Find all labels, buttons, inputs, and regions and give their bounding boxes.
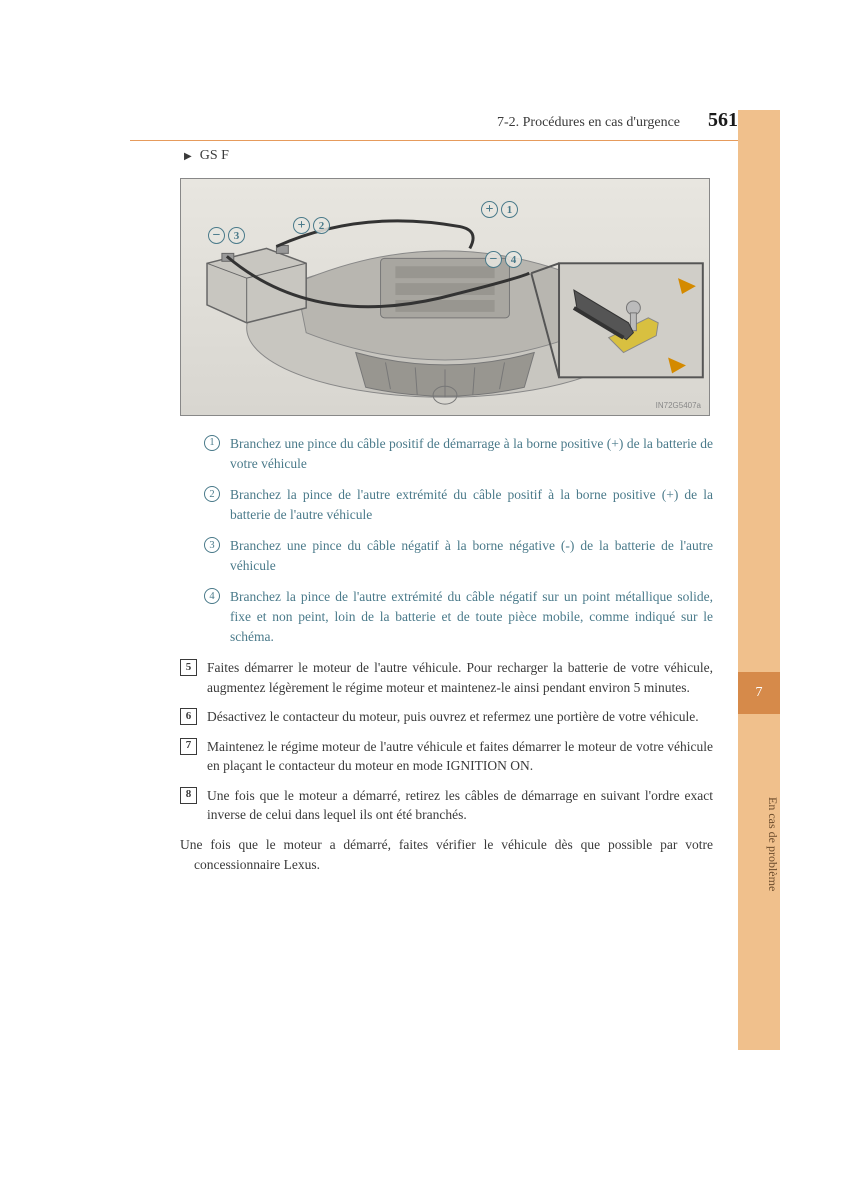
side-tab-chapter-title: En cas de problème (738, 744, 780, 944)
callout-step: 4 Branchez la pince de l'autre extrémité … (204, 587, 713, 646)
callout-number: 4 (505, 251, 522, 268)
diagram-callout: −4 (485, 251, 522, 268)
side-tab-chapter-number: 7 (738, 672, 780, 714)
box-step-number: 6 (180, 708, 197, 725)
callout-number: 1 (501, 201, 518, 218)
box-step: 7 Maintenez le régime moteur de l'autre v… (180, 737, 713, 776)
box-step-text: Maintenez le régime moteur de l'autre vé… (207, 737, 713, 776)
engine-illustration (181, 179, 709, 415)
diagram-callout: +1 (481, 201, 518, 218)
callout-sign: − (208, 227, 225, 244)
callout-step-text: Branchez la pince de l'autre extrémité d… (230, 587, 713, 646)
callout-step-text: Branchez une pince du câble positif de d… (230, 434, 713, 473)
box-step: 6 Désactivez le contacteur du moteur, pui… (180, 707, 713, 727)
callout-step-text: Branchez la pince de l'autre extrémité d… (230, 485, 713, 524)
footer-note: Une fois que le moteur a démarré, faites… (180, 835, 713, 874)
diagram-callout: +2 (293, 217, 330, 234)
chapter-number: 7 (756, 685, 763, 701)
engine-diagram: +1+2−3−4 IN72G5407a (180, 178, 710, 416)
box-step: 5 Faites démarrer le moteur de l'autre vé… (180, 658, 713, 697)
callout-step-list: 1 Branchez une pince du câble positif de … (204, 434, 713, 646)
page-number: 561 (708, 109, 738, 132)
callout-number: 2 (313, 217, 330, 234)
diagram-code: IN72G5407a (656, 401, 701, 410)
callout-step: 1 Branchez une pince du câble positif de … (204, 434, 713, 473)
box-step-number: 8 (180, 787, 197, 804)
diagram-callout: −3 (208, 227, 245, 244)
box-step-number: 5 (180, 659, 197, 676)
callout-sign: + (481, 201, 498, 218)
box-step-number: 7 (180, 738, 197, 755)
page-content: GS F (180, 148, 713, 874)
callout-step-number: 1 (204, 435, 220, 451)
page-header: 7-2. Procédures en cas d'urgence 561 (130, 109, 738, 141)
callout-step-number: 3 (204, 537, 220, 553)
manual-page: 7 En cas de problème 7-2. Procédures en … (0, 0, 848, 1200)
box-step-text: Une fois que le moteur a démarré, retire… (207, 786, 713, 825)
box-step-text: Faites démarrer le moteur de l'autre véh… (207, 658, 713, 697)
box-step-list: 5 Faites démarrer le moteur de l'autre vé… (180, 658, 713, 825)
model-subtitle: GS F (184, 148, 713, 164)
box-step-text: Désactivez le contacteur du moteur, puis… (207, 707, 713, 727)
callout-sign: + (293, 217, 310, 234)
callout-step-text: Branchez une pince du câble négatif à la… (230, 536, 713, 575)
callout-sign: − (485, 251, 502, 268)
callout-number: 3 (228, 227, 245, 244)
callout-step-number: 4 (204, 588, 220, 604)
box-step: 8 Une fois que le moteur a démarré, retir… (180, 786, 713, 825)
section-label: 7-2. Procédures en cas d'urgence (497, 115, 680, 131)
callout-step-number: 2 (204, 486, 220, 502)
callout-step: 2 Branchez la pince de l'autre extrémité … (204, 485, 713, 524)
callout-step: 3 Branchez une pince du câble négatif à l… (204, 536, 713, 575)
chapter-title: En cas de problème (765, 797, 780, 891)
